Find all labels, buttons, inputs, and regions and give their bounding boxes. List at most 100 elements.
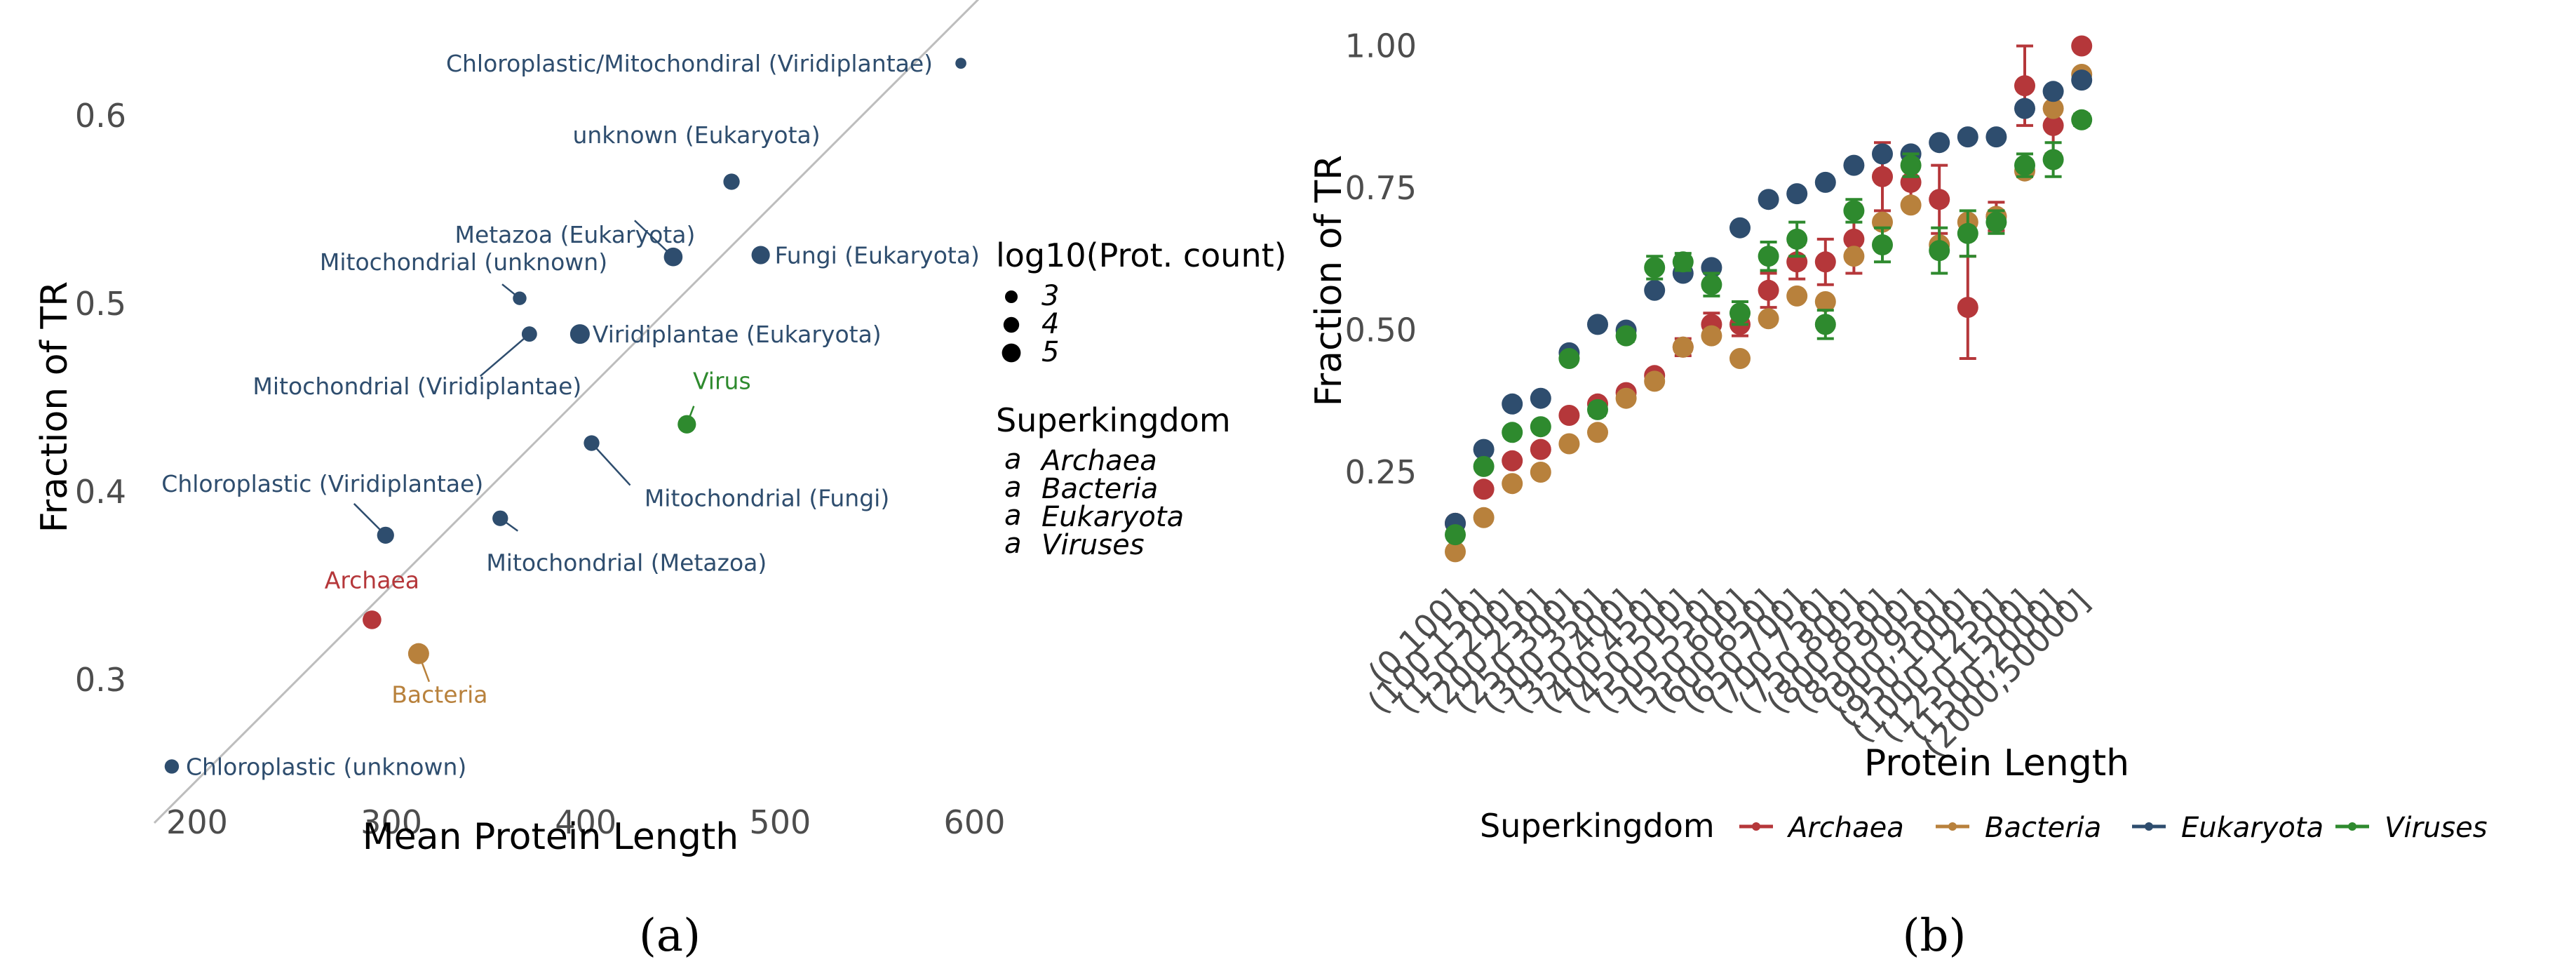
legend-label-eukaryota: Eukaryota: [2181, 812, 2324, 844]
point-fungi-eukaryota: [751, 246, 770, 265]
point-label-mitochondrial-metazoa: Mitochondrial (Metazoa): [486, 549, 767, 577]
point-archaea-2: [1502, 450, 1523, 471]
legend-key-dot-eukaryota: [2145, 822, 2153, 831]
legend-key-dot-bacteria: [1948, 822, 1957, 831]
size-legend-label: 4: [1041, 308, 1059, 340]
size-legend-title: log10(Prot. count): [996, 236, 1287, 274]
point-eukaryota-5: [1587, 314, 1608, 335]
color-legend-key-eukaryota: a: [1004, 500, 1022, 532]
point-archaea-14: [1843, 228, 1865, 250]
point-bacteria-2: [1502, 473, 1523, 495]
point-eukaryota-17: [1929, 132, 1950, 154]
point-eukaryota-20: [2014, 98, 2035, 119]
point-label-bacteria: Bacteria: [391, 681, 487, 709]
panel-b-legend-items: Archaea Bacteria Eukaryota Viruses: [1739, 812, 2488, 844]
point-archaea-22: [2071, 35, 2093, 57]
point-bacteria-6: [1615, 387, 1637, 409]
point-viruses-1: [1473, 455, 1495, 477]
panel-a-ticks: 200 300 400 500 600 0.3 0.4 0.5 0.6: [75, 97, 1006, 841]
point-label-virus: Virus: [693, 368, 751, 395]
panel-b-series: [1445, 35, 2093, 563]
point-viruses-19: [1985, 211, 2007, 233]
point-mitochondrial-unknown: [513, 291, 527, 305]
point-label-chloroplastic-unknown: Chloroplastic (unknown): [186, 753, 466, 780]
point-bacteria-8: [1672, 336, 1694, 358]
point-label-chloroplastic-viridiplantae: Chloroplastic (Viridiplantae): [161, 470, 483, 497]
point-eukaryota-21: [2042, 81, 2064, 102]
y-tick-label: 0.25: [1345, 453, 1417, 491]
panel-b-y-axis-title: Fraction of TR: [1308, 155, 1350, 407]
color-legend-label-bacteria: Bacteria: [1041, 473, 1158, 505]
point-bacteria-3: [1530, 462, 1551, 483]
series-archaea: [1445, 35, 2093, 534]
point-eukaryota-13: [1814, 171, 1836, 193]
panel-a-scatter: 200 300 400 500 600 0.3 0.4 0.5 0.6 Chloroplasti…: [34, 0, 1287, 962]
point-bacteria-7: [1644, 370, 1666, 392]
panel-b-ticks: 0.250.500.751.00(0,100](100,150](150,200…: [1345, 27, 2097, 765]
point-viruses-9: [1701, 274, 1722, 295]
y-tick-label: 0.75: [1345, 169, 1417, 207]
legend-label-viruses: Viruses: [2385, 812, 2488, 844]
color-legend-label-viruses: Viruses: [1041, 529, 1145, 561]
point-mitochondrial-metazoa: [492, 510, 508, 526]
point-eukaryota-3: [1530, 387, 1551, 409]
point-viridiplantae-eukaryota: [569, 324, 590, 344]
point-archaea-21: [2042, 114, 2064, 136]
point-eukaryota-11: [1758, 189, 1779, 210]
point-viruses-0: [1445, 524, 1466, 546]
size-legend-items: 345: [1002, 280, 1059, 368]
point-viruses-16: [1900, 154, 1922, 176]
series-viruses: [1445, 109, 2093, 546]
legend-key-dot-viruses: [2348, 822, 2356, 831]
panel-a-points: [164, 58, 966, 774]
point-bacteria-1: [1473, 507, 1495, 528]
y-tick-label: 1.00: [1345, 27, 1417, 65]
color-legend-key-archaea: a: [1004, 443, 1022, 476]
point-viruses-11: [1758, 246, 1779, 267]
panel-a-point-labels: Chloroplastic/Mitochondiral (Viridiplant…: [161, 50, 980, 780]
panel-a-x-axis-title: Mean Protein Length: [363, 816, 739, 858]
point-label-chloroplastic-mitochondiral-viridiplantae: Chloroplastic/Mitochondiral (Viridiplant…: [446, 50, 933, 77]
point-archaea-13: [1814, 251, 1836, 273]
point-archaea: [363, 610, 382, 629]
x-tick-label: 200: [166, 803, 228, 841]
point-viruses-22: [2071, 109, 2093, 130]
point-chloroplastic-viridiplantae: [377, 526, 394, 544]
color-legend-key-bacteria: a: [1004, 471, 1022, 504]
point-viruses-13: [1814, 314, 1836, 335]
point-eukaryota-18: [1957, 126, 1978, 148]
point-chloroplastic-mitochondiral-viridiplantae: [955, 58, 966, 69]
point-metazoa-eukaryota: [663, 247, 683, 267]
point-viruses-3: [1530, 416, 1551, 438]
y-tick-label: 0.5: [75, 285, 126, 323]
point-viruses-7: [1644, 257, 1666, 279]
legend-label-bacteria: Bacteria: [1985, 812, 2101, 844]
panel-label-a: (a): [639, 910, 701, 962]
point-label-mitochondrial-fungi: Mitochondrial (Fungi): [645, 485, 889, 512]
point-viruses-15: [1872, 234, 1893, 255]
point-chloroplastic-unknown: [164, 759, 180, 774]
point-bacteria-4: [1558, 433, 1580, 455]
y-tick-label: 0.50: [1345, 312, 1417, 349]
point-viruses-21: [2042, 149, 2064, 170]
color-legend-items: a Archaea a Bacteria a Eukaryota a Viruses: [1004, 443, 1184, 561]
panel-a-y-axis-title: Fraction of TR: [34, 281, 76, 533]
point-archaea-18: [1957, 297, 1978, 319]
point-label-metazoa-eukaryota: Metazoa (Eukaryota): [454, 221, 695, 248]
legend-label-archaea: Archaea: [1786, 812, 1904, 844]
x-tick-label: 400: [555, 803, 616, 841]
point-eukaryota-7: [1644, 279, 1666, 301]
panel-label-b: (b): [1903, 910, 1967, 962]
point-label-archaea: Archaea: [325, 566, 419, 594]
point-viruses-8: [1672, 251, 1694, 273]
point-viruses-20: [2014, 154, 2035, 176]
leader-mitochondrial-viridiplantae: [480, 333, 530, 377]
color-legend-key-viruses: a: [1004, 528, 1022, 560]
x-tick-label: 500: [749, 803, 811, 841]
panel-a-legend: log10(Prot. count) 345 Superkingdom a Arc…: [996, 236, 1287, 561]
y-tick-label: 0.4: [75, 473, 126, 511]
point-archaea-17: [1929, 189, 1950, 210]
point-viruses-17: [1929, 240, 1950, 262]
legend-key-dot-archaea: [1752, 822, 1760, 831]
point-eukaryota-2: [1502, 393, 1523, 415]
